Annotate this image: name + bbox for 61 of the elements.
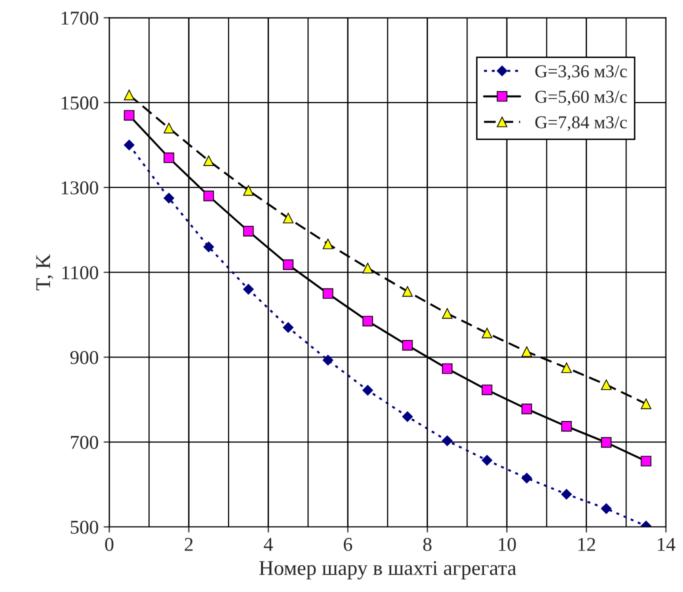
- point: [482, 328, 492, 338]
- y-tick-label: 1700: [62, 12, 98, 25]
- point: [640, 398, 652, 410]
- x-tick-label: 4: [264, 538, 273, 551]
- point: [521, 404, 532, 414]
- point: [601, 437, 612, 448]
- point: [482, 384, 492, 396]
- point: [203, 190, 214, 202]
- y-tick-label: 1500: [62, 96, 98, 110]
- point: [561, 362, 572, 374]
- x-tick-label: 0: [105, 538, 114, 551]
- x-tick-label: 6: [344, 538, 352, 551]
- point: [402, 411, 413, 422]
- x-tick-label: 2: [184, 538, 193, 551]
- point: [124, 90, 134, 100]
- y-tick-label: 500: [70, 520, 98, 534]
- point: [362, 262, 374, 274]
- point: [282, 259, 294, 270]
- point: [282, 322, 294, 333]
- point: [362, 384, 374, 396]
- point: [164, 192, 174, 204]
- y-axis-title: T, K: [36, 254, 54, 290]
- point: [442, 435, 453, 446]
- legend-label: G=7,84 м3/с: [535, 116, 627, 131]
- point: [521, 346, 532, 357]
- point: [561, 488, 572, 500]
- point: [282, 212, 294, 224]
- point: [243, 226, 254, 236]
- legend-label: G=3,36 м3/с: [535, 65, 627, 80]
- point: [322, 238, 334, 250]
- point: [164, 152, 174, 164]
- point: [243, 185, 254, 196]
- point: [601, 379, 612, 390]
- point: [442, 308, 453, 319]
- point: [521, 472, 532, 484]
- y-tick-label: 1100: [62, 266, 98, 280]
- x-tick-label: 12: [578, 538, 596, 551]
- point: [322, 288, 334, 299]
- point: [640, 456, 652, 466]
- point: [482, 454, 492, 466]
- point: [442, 363, 453, 374]
- x-tick-label: 10: [498, 538, 516, 551]
- point: [164, 122, 174, 134]
- y-tick-label: 700: [70, 436, 98, 449]
- point: [203, 155, 214, 166]
- point: [322, 354, 334, 366]
- y-tick-label: 900: [70, 350, 98, 364]
- point: [402, 340, 413, 351]
- y-tick-label: 1300: [62, 181, 98, 194]
- point: [124, 140, 134, 150]
- point: [561, 421, 572, 432]
- point: [600, 503, 612, 514]
- point: [243, 284, 254, 295]
- x-tick-label: 14: [658, 538, 676, 551]
- x-axis-title: Номер шару в шахті агрегата: [259, 561, 516, 580]
- point: [402, 286, 413, 297]
- x-tick-label: 8: [423, 538, 432, 551]
- point: [362, 316, 374, 326]
- point: [124, 110, 134, 121]
- legend-label: G=5,60 м3/с: [535, 90, 627, 106]
- point: [203, 242, 214, 252]
